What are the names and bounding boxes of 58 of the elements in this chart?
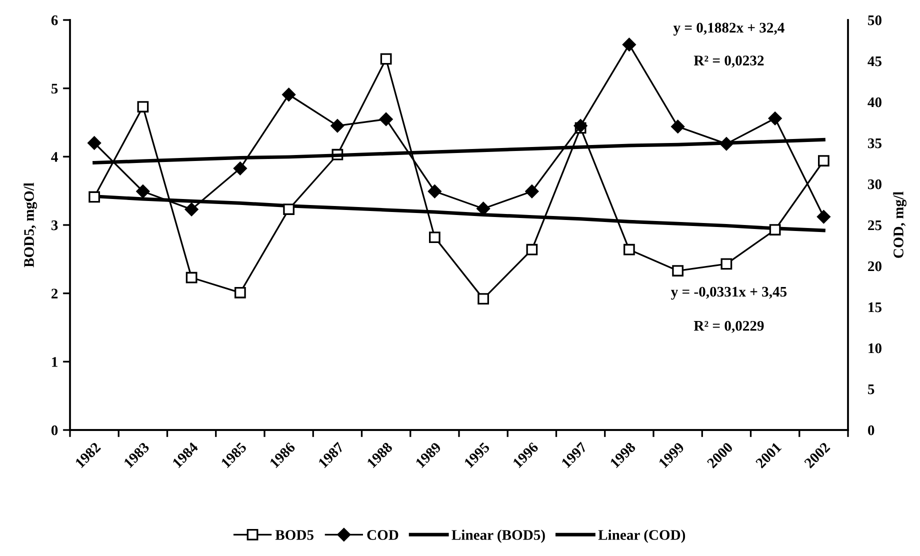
y2-tick-label: 20 bbox=[868, 261, 882, 272]
point bbox=[428, 232, 440, 243]
point bbox=[137, 101, 149, 112]
legend-label: Linear (COD) bbox=[598, 530, 686, 543]
point bbox=[525, 184, 539, 198]
legend-label: Linear (BOD5) bbox=[452, 530, 545, 543]
point bbox=[233, 162, 247, 176]
y2-tick-label: 35 bbox=[868, 138, 882, 148]
point bbox=[330, 119, 344, 133]
point bbox=[672, 265, 684, 276]
y-tick-label: 6 bbox=[51, 15, 58, 26]
annotation: R² = 0,0229 bbox=[694, 320, 764, 333]
point bbox=[526, 244, 538, 256]
point bbox=[379, 112, 393, 126]
point bbox=[428, 184, 442, 198]
point bbox=[88, 191, 100, 203]
point bbox=[478, 293, 490, 304]
y2-tick-label: 10 bbox=[868, 343, 882, 354]
point bbox=[234, 286, 246, 298]
y2-tick-label: 40 bbox=[868, 97, 882, 108]
point bbox=[720, 137, 734, 151]
point bbox=[623, 244, 635, 256]
annotation: y = -0,0331x + 3,45 bbox=[670, 286, 787, 300]
legend-label: COD bbox=[367, 530, 398, 540]
point bbox=[769, 224, 781, 236]
y-tick-label: 4 bbox=[51, 152, 58, 162]
y-axis-title: BOD5, mgO/l bbox=[24, 182, 38, 268]
y-tick-label: 2 bbox=[52, 288, 58, 298]
point bbox=[184, 202, 198, 216]
legend-label: BOD5 bbox=[275, 530, 314, 540]
y-tick-label: 5 bbox=[51, 84, 58, 94]
y2-tick-label: 50 bbox=[868, 15, 882, 26]
point bbox=[282, 88, 296, 102]
point bbox=[671, 120, 685, 134]
y2-tick-label: 15 bbox=[868, 302, 882, 312]
annotation: R² = 0,0232 bbox=[694, 56, 764, 68]
y2-tick-label: 45 bbox=[868, 56, 882, 66]
point bbox=[768, 112, 782, 126]
point bbox=[186, 272, 198, 284]
annotation: y = 0,1882x + 32,4 bbox=[673, 22, 784, 36]
point bbox=[88, 136, 102, 150]
point bbox=[574, 119, 588, 133]
point bbox=[476, 202, 490, 216]
y-tick-label: 1 bbox=[52, 357, 58, 367]
point bbox=[816, 210, 830, 224]
point bbox=[622, 38, 636, 52]
point bbox=[136, 184, 150, 198]
y2-tick-label: 25 bbox=[868, 220, 882, 230]
point bbox=[818, 155, 830, 166]
y2-axis-title: COD, mg/l bbox=[893, 192, 906, 258]
y2-tick-label: 0 bbox=[868, 425, 874, 436]
y2-tick-label: 30 bbox=[868, 179, 882, 190]
point bbox=[720, 258, 732, 270]
y-tick-label: 0 bbox=[51, 425, 58, 436]
point bbox=[380, 53, 392, 65]
point bbox=[283, 204, 295, 215]
y2-tick-label: 5 bbox=[868, 384, 874, 394]
y-tick-label: 3 bbox=[51, 220, 58, 230]
